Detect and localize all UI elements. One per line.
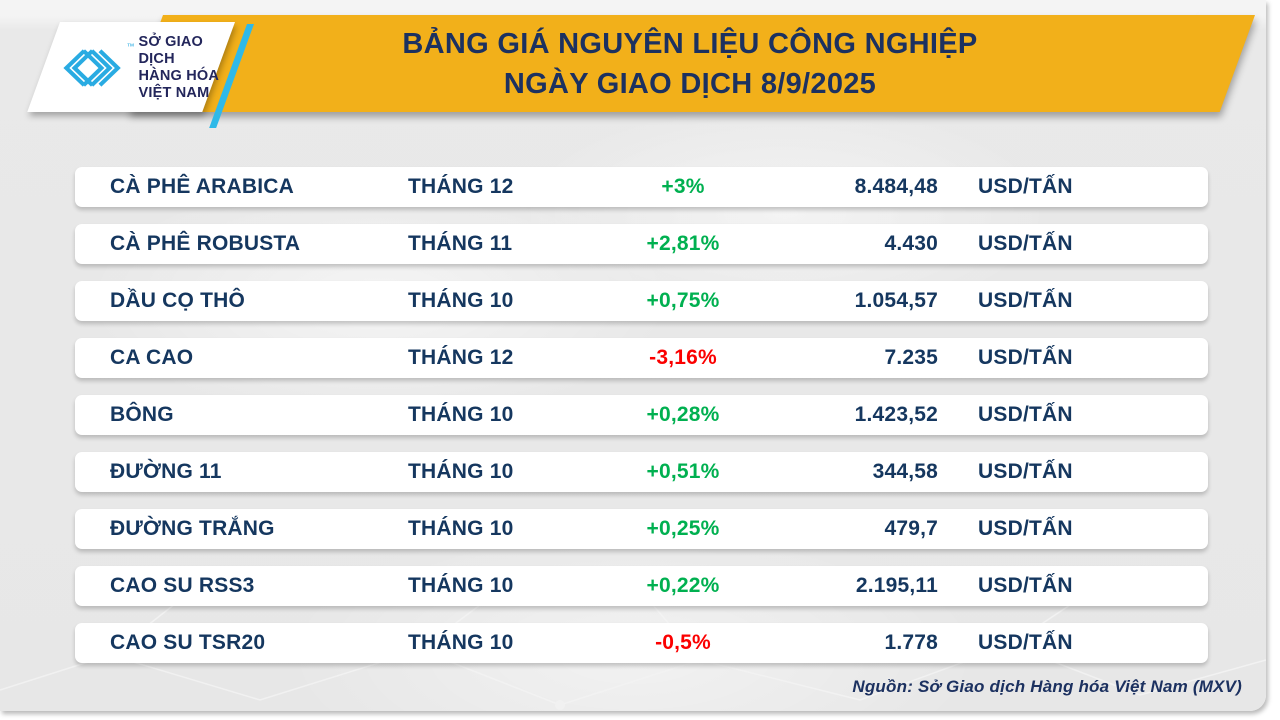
logo-text-line1: SỞ GIAO DỊCH bbox=[138, 33, 204, 67]
price-value: 4.430 bbox=[884, 232, 938, 255]
commodity-name: CAO SU TSR20 bbox=[110, 631, 266, 654]
percent-change: +2,81% bbox=[646, 232, 720, 255]
trademark-symbol: ™ bbox=[126, 42, 135, 51]
logo-text-line2: HÀNG HÓA bbox=[138, 68, 220, 84]
price-table: CÀ PHÊ ARABICA THÁNG 12 +3% 8.484,48 USD… bbox=[75, 167, 1208, 663]
table-row: CA CAO THÁNG 12 -3,16% 7.235 USD/TẤN bbox=[75, 338, 1208, 378]
price-value: 8.484,48 bbox=[854, 175, 938, 198]
price-unit: USD/TẤN bbox=[978, 232, 1073, 255]
commodity-name: CAO SU RSS3 bbox=[110, 574, 255, 597]
price-unit: USD/TẤN bbox=[978, 460, 1073, 483]
commodity-name: CÀ PHÊ ROBUSTA bbox=[110, 232, 301, 255]
percent-change: -0,5% bbox=[655, 631, 711, 654]
contract-month: THÁNG 10 bbox=[408, 574, 514, 597]
table-row: CÀ PHÊ ARABICA THÁNG 12 +3% 8.484,48 USD… bbox=[75, 167, 1208, 207]
contract-month: THÁNG 11 bbox=[408, 232, 513, 255]
contract-month: THÁNG 10 bbox=[408, 403, 514, 426]
price-unit: USD/TẤN bbox=[978, 517, 1073, 540]
page-title: BẢNG GIÁ NGUYÊN LIỆU CÔNG NGHIỆP NGÀY GI… bbox=[240, 15, 1140, 112]
commodity-name: ĐƯỜNG TRẮNG bbox=[110, 517, 275, 540]
commodity-name: ĐƯỜNG 11 bbox=[110, 460, 222, 483]
percent-change: -3,16% bbox=[649, 346, 717, 369]
commodity-name: CA CAO bbox=[110, 346, 194, 369]
price-value: 344,58 bbox=[872, 460, 938, 483]
contract-month: THÁNG 12 bbox=[408, 175, 514, 198]
price-unit: USD/TẤN bbox=[978, 403, 1073, 426]
logo-text-line3: VIỆT NAM bbox=[138, 85, 210, 102]
price-unit: USD/TẤN bbox=[978, 175, 1073, 198]
table-row: BÔNG THÁNG 10 +0,28% 1.423,52 USD/TẤN bbox=[75, 395, 1208, 435]
percent-change: +0,51% bbox=[646, 460, 720, 483]
table-row: ĐƯỜNG 11 THÁNG 10 +0,51% 344,58 USD/TẤN bbox=[75, 452, 1208, 492]
contract-month: THÁNG 10 bbox=[408, 460, 514, 483]
price-unit: USD/TẤN bbox=[978, 631, 1073, 654]
price-unit: USD/TẤN bbox=[978, 574, 1073, 597]
table-row: ĐƯỜNG TRẮNG THÁNG 10 +0,25% 479,7 USD/TẤ… bbox=[75, 509, 1208, 549]
title-line-1: BẢNG GIÁ NGUYÊN LIỆU CÔNG NGHIỆP bbox=[402, 27, 978, 60]
contract-month: THÁNG 10 bbox=[408, 289, 514, 312]
logo: ™ SỞ GIAO DỊCH HÀNG HÓA VIỆT NAM bbox=[57, 32, 229, 104]
mxv-chevron-icon bbox=[63, 49, 121, 87]
logo-text: SỞ GIAO DỊCH HÀNG HÓA VIỆT NAM bbox=[139, 34, 230, 102]
background-card: ™ SỞ GIAO DỊCH HÀNG HÓA VIỆT NAM BẢNG GI… bbox=[0, 0, 1266, 711]
price-value: 1.423,52 bbox=[854, 403, 938, 426]
price-value: 2.195,11 bbox=[855, 574, 938, 597]
table-row: CÀ PHÊ ROBUSTA THÁNG 11 +2,81% 4.430 USD… bbox=[75, 224, 1208, 264]
percent-change: +0,75% bbox=[646, 289, 720, 312]
price-value: 1.054,57 bbox=[854, 289, 938, 312]
percent-change: +3% bbox=[661, 175, 705, 198]
price-unit: USD/TẤN bbox=[978, 346, 1073, 369]
price-value: 1.778 bbox=[884, 631, 938, 654]
contract-month: THÁNG 10 bbox=[408, 631, 514, 654]
source-attribution: Nguồn: Sở Giao dịch Hàng hóa Việt Nam (M… bbox=[852, 677, 1242, 696]
price-unit: USD/TẤN bbox=[978, 289, 1073, 312]
commodity-name: BÔNG bbox=[110, 403, 174, 426]
table-row: DẦU CỌ THÔ THÁNG 10 +0,75% 1.054,57 USD/… bbox=[75, 281, 1208, 321]
percent-change: +0,25% bbox=[646, 517, 720, 540]
commodity-name: DẦU CỌ THÔ bbox=[110, 289, 245, 312]
percent-change: +0,22% bbox=[646, 574, 720, 597]
contract-month: THÁNG 10 bbox=[408, 517, 514, 540]
title-line-2: NGÀY GIAO DỊCH 8/9/2025 bbox=[503, 67, 877, 100]
percent-change: +0,28% bbox=[646, 403, 720, 426]
price-value: 7.235 bbox=[884, 346, 938, 369]
table-row: CAO SU TSR20 THÁNG 10 -0,5% 1.778 USD/TẤ… bbox=[75, 623, 1208, 663]
price-value: 479,7 bbox=[884, 517, 938, 540]
commodity-name: CÀ PHÊ ARABICA bbox=[110, 175, 295, 198]
contract-month: THÁNG 12 bbox=[408, 346, 514, 369]
table-row: CAO SU RSS3 THÁNG 10 +0,22% 2.195,11 USD… bbox=[75, 566, 1208, 606]
